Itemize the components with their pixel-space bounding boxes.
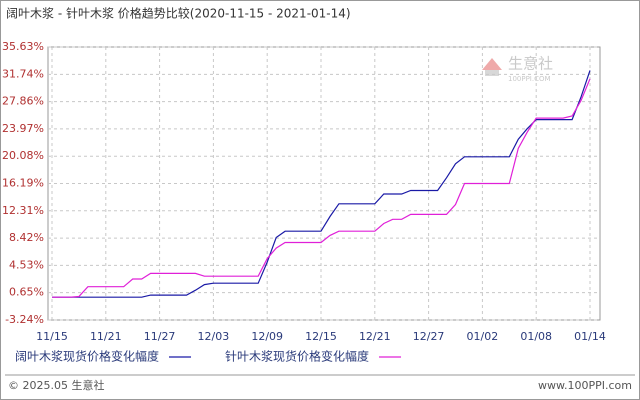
x-tick-label: 11/27 [144, 330, 176, 343]
watermark-logo-base [485, 70, 499, 76]
x-tick-label: 01/02 [467, 330, 499, 343]
y-tick-label: 4.53% [9, 258, 44, 271]
watermark: 生意社 100PPI.COM [482, 55, 553, 83]
y-tick-label: 31.74% [2, 67, 44, 80]
x-tick-label: 12/21 [359, 330, 391, 343]
watermark-logo [482, 58, 502, 70]
x-tick-label: 12/09 [251, 330, 283, 343]
x-tick-label: 12/27 [413, 330, 445, 343]
legend-label: 阔叶木浆现货价格变化幅度 [15, 349, 159, 364]
watermark-sub: 100PPI.COM [508, 75, 551, 83]
legend-label: 针叶木浆现货价格变化幅度 [225, 349, 369, 364]
x-tick-label: 11/21 [90, 330, 122, 343]
x-tick-label: 11/15 [36, 330, 68, 343]
y-tick-label: 27.86% [2, 95, 44, 108]
y-tick-label: 0.65% [9, 286, 44, 299]
y-tick-label: 16.19% [2, 177, 44, 190]
y-tick-label: 23.97% [2, 122, 44, 135]
series-line [52, 78, 591, 298]
y-tick-label: 20.08% [2, 149, 44, 162]
y-tick-label: -3.24% [5, 313, 44, 326]
footer-left: © 2025.05 生意社 [8, 378, 104, 392]
x-tick-label: 12/15 [305, 330, 337, 343]
y-tick-label: 35.63% [2, 40, 44, 53]
footer-right: www.100PPI.com [538, 379, 632, 392]
chart-title: 阔叶木浆 - 针叶木浆 价格趋势比较(2020-11-15 - 2021-01-… [6, 6, 351, 21]
series-line [52, 70, 591, 298]
x-tick-label: 01/08 [520, 330, 552, 343]
y-tick-label: 12.31% [2, 204, 44, 217]
x-tick-label: 12/03 [198, 330, 230, 343]
x-tick-label: 01/14 [574, 330, 606, 343]
watermark-text: 生意社 [508, 55, 553, 73]
y-tick-label: 8.42% [9, 231, 44, 244]
